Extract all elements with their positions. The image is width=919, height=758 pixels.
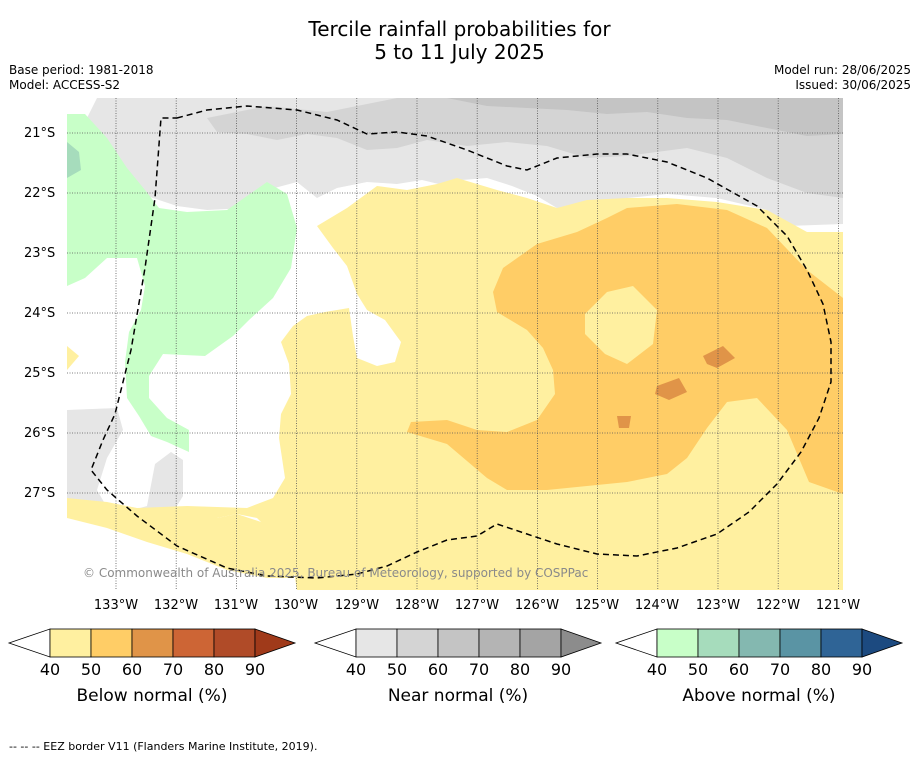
colorbar-above-normal — [614, 628, 904, 658]
lat-label-26: 26°S — [24, 426, 56, 441]
colorbar-min-extend — [7, 628, 51, 658]
lat-label-27: 27°S — [24, 486, 56, 501]
colorbar-segment — [779, 628, 822, 658]
colorbar-segment — [213, 628, 256, 658]
meta-left: Base period: 1981-2018 Model: ACCESS-S2 — [9, 63, 154, 93]
region-near-normal-sw — [67, 408, 183, 526]
colorbar-max-extend — [254, 628, 297, 658]
colorbar-segment — [738, 628, 781, 658]
meta-right: Model run: 28/06/2025 Issued: 30/06/2025 — [774, 63, 911, 93]
colorbar-segment — [172, 628, 215, 658]
colorbar-segment — [820, 628, 863, 658]
region-below-normal-60-b — [655, 378, 687, 400]
lon-label-130w: 130°W — [273, 598, 319, 613]
lon-label-123w: 123°W — [695, 598, 741, 613]
chart-title: Tercile rainfall probabilities for 5 to … — [0, 18, 919, 64]
colorbar-tick-label: 40 — [39, 660, 61, 679]
lat-label-25: 25°S — [24, 366, 56, 381]
colorbar-tick-label: 80 — [509, 660, 531, 679]
colorbar-segment — [355, 628, 398, 658]
colorbar-near-normal — [313, 628, 603, 658]
lon-label-127w: 127°W — [454, 598, 500, 613]
colorbar-below-normal — [7, 628, 297, 658]
region-below-normal-40-inner — [585, 286, 657, 364]
title-line-1: Tercile rainfall probabilities for — [308, 17, 611, 41]
lat-label-22: 22°S — [24, 186, 56, 201]
colorbar-tick-label: 90 — [851, 660, 873, 679]
colorbar-tick-label: 70 — [162, 660, 184, 679]
footnote: -- -- -- EEZ border V11 (Flanders Marine… — [9, 740, 318, 753]
colorbar-segment — [478, 628, 521, 658]
colorbar-tick-label: 50 — [80, 660, 102, 679]
region-below-normal-40-west — [67, 346, 79, 370]
lon-label-124w: 124°W — [634, 598, 680, 613]
copyright-notice: © Commonwealth of Australia 2025, Bureau… — [83, 566, 589, 580]
title-line-2: 5 to 11 July 2025 — [374, 40, 545, 64]
model-name: Model: ACCESS-S2 — [9, 78, 121, 92]
colorbar-segment — [656, 628, 699, 658]
colorbar-segment — [396, 628, 439, 658]
lon-label-125w: 125°W — [574, 598, 620, 613]
colorbar-tick-label: 60 — [427, 660, 449, 679]
colorbar-tick-label: 50 — [386, 660, 408, 679]
region-below-normal-40-sw — [67, 498, 299, 578]
colorbar-segment — [131, 628, 174, 658]
colorbar-min-extend — [313, 628, 357, 658]
colorbar-tick-label: 80 — [203, 660, 225, 679]
model-run: Model run: 28/06/2025 — [773, 63, 911, 77]
map-grid — [67, 98, 843, 590]
colorbar-segment — [90, 628, 133, 658]
region-below-normal-60-a — [703, 346, 735, 368]
colorbar-max-extend — [861, 628, 904, 658]
colorbar-title-near-normal: Near normal (%) — [387, 686, 529, 706]
region-near-normal-60 — [447, 98, 843, 136]
colorbar-max-extend — [560, 628, 603, 658]
lon-label-131w: 131°W — [213, 598, 259, 613]
lat-label-24: 24°S — [24, 306, 56, 321]
lon-label-121w: 121°W — [815, 598, 861, 613]
lon-label-132w: 132°W — [153, 598, 199, 613]
colorbar-tick-label: 60 — [728, 660, 750, 679]
colorbar-segment — [697, 628, 740, 658]
colorbar-tick-label: 80 — [810, 660, 832, 679]
lon-label-122w: 122°W — [755, 598, 801, 613]
colorbar-segment — [519, 628, 562, 658]
colorbar-tick-label: 70 — [468, 660, 490, 679]
colorbar-tick-label: 40 — [345, 660, 367, 679]
region-below-normal-60-c — [617, 416, 631, 428]
base-period: Base period: 1981-2018 — [9, 63, 154, 77]
lon-label-129w: 129°W — [334, 598, 380, 613]
lon-label-133w: 133°W — [93, 598, 139, 613]
map-area — [67, 98, 843, 590]
region-above-normal-50 — [67, 142, 81, 178]
colorbar-tick-label: 70 — [769, 660, 791, 679]
colorbar-segment — [49, 628, 92, 658]
colorbar-tick-label: 40 — [646, 660, 668, 679]
region-above-normal-40 — [67, 114, 297, 452]
lat-label-21: 21°S — [24, 126, 56, 141]
colorbar-segment — [437, 628, 480, 658]
colorbar-tick-label: 60 — [121, 660, 143, 679]
region-near-normal-50 — [207, 98, 843, 198]
lat-label-23: 23°S — [24, 246, 56, 261]
lon-label-126w: 126°W — [514, 598, 560, 613]
lon-label-128w: 128°W — [394, 598, 440, 613]
colorbars — [7, 628, 904, 658]
colorbar-tick-label: 50 — [687, 660, 709, 679]
colorbar-title-below-normal: Below normal (%) — [76, 686, 228, 706]
colorbar-tick-label: 90 — [244, 660, 266, 679]
colorbar-tick-label: 90 — [550, 660, 572, 679]
issued-date: Issued: 30/06/2025 — [795, 78, 911, 92]
eez-border — [90, 105, 832, 579]
colorbar-title-above-normal: Above normal (%) — [682, 686, 836, 706]
colorbar-min-extend — [614, 628, 658, 658]
